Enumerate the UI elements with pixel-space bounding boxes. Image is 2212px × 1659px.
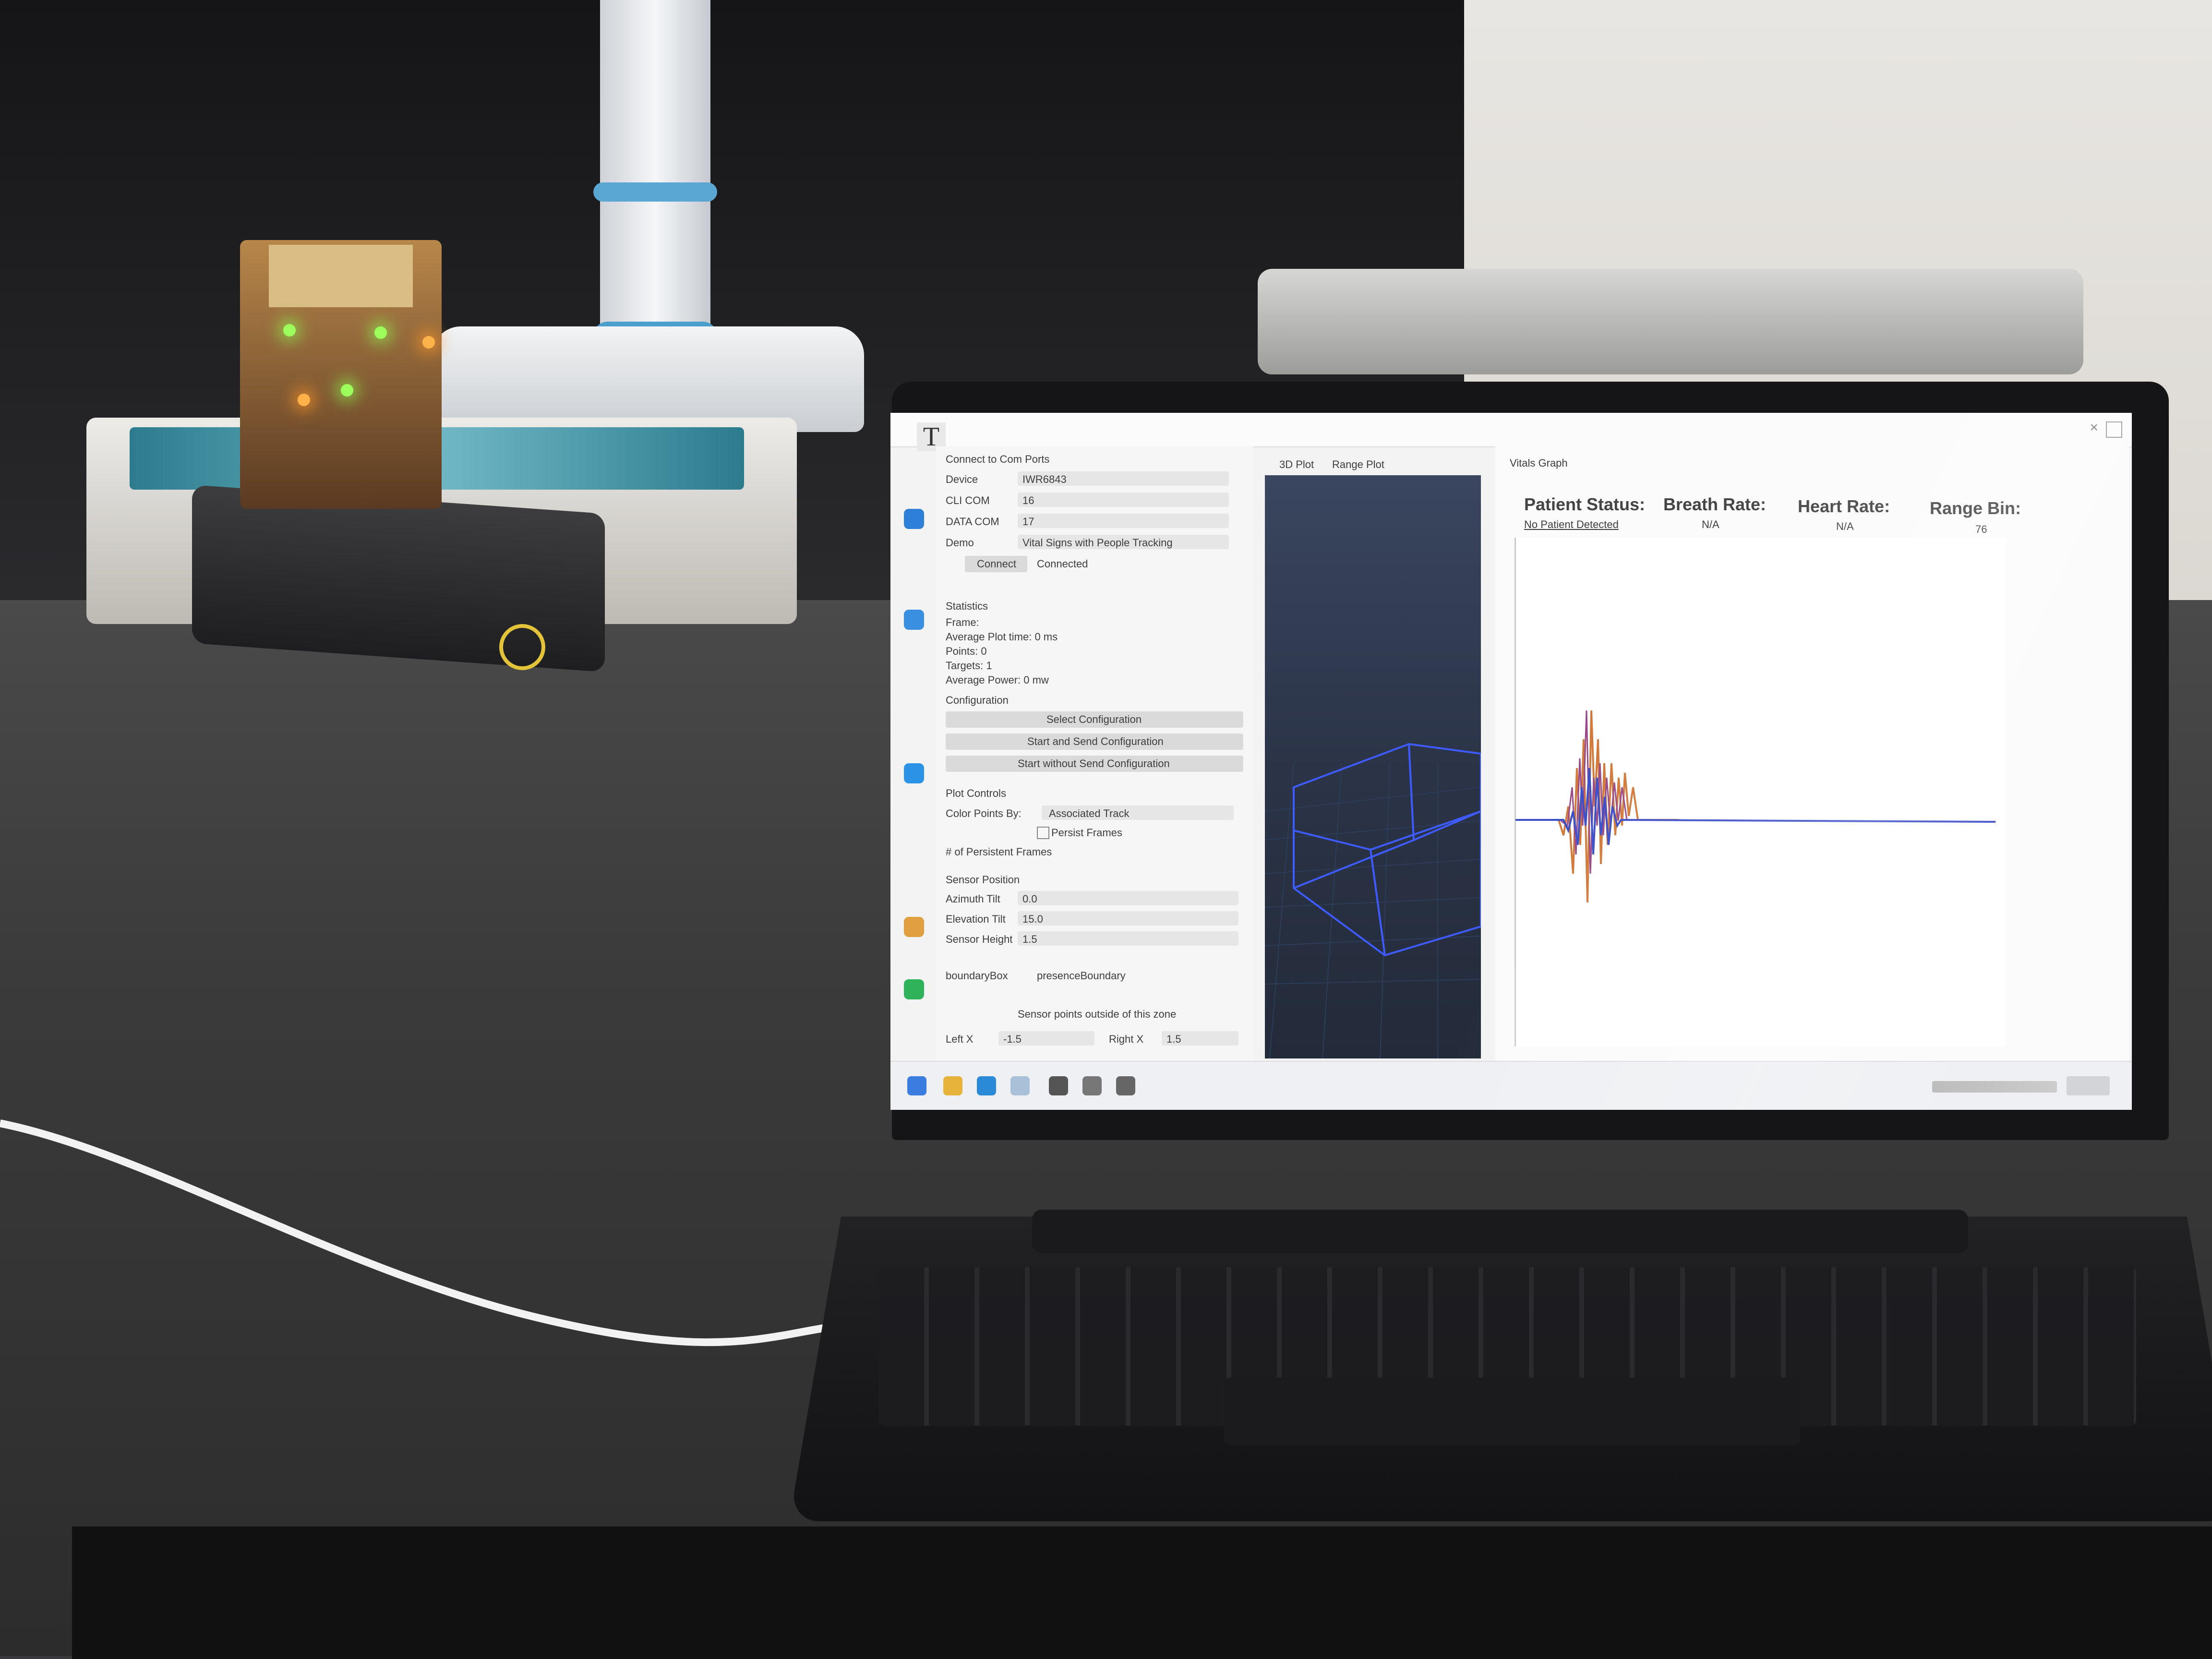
close-icon[interactable]: × — [2090, 420, 2098, 436]
range-bin-label: Range Bin: — [1930, 498, 2021, 518]
section-title: Connect to Com Ports — [946, 453, 1049, 466]
connect-status: Connected — [1037, 558, 1088, 570]
field-value: Vital Signs with People Tracking — [1022, 537, 1173, 549]
right-x-label: Right X — [1109, 1033, 1143, 1046]
led-orange-icon — [298, 394, 310, 406]
data-com-field[interactable] — [1018, 514, 1229, 528]
plot-control-value: Associated Track — [1049, 807, 1130, 820]
desktop-sidebar — [900, 451, 929, 1075]
section-title: Statistics — [946, 600, 988, 613]
field-value: 17 — [1022, 516, 1034, 528]
led-green-icon — [374, 326, 387, 339]
settings-panel: Connect to Com Ports Device IWR6843 CLI … — [936, 446, 1253, 1070]
laptop-hinge — [1032, 1210, 1968, 1253]
left-x-label: Left X — [946, 1033, 973, 1046]
lamp-base — [432, 326, 864, 432]
range-bin-value: 76 — [1975, 523, 1987, 536]
tab-vitals-graph[interactable]: Vitals Graph — [1510, 457, 1568, 469]
sensor-label: Sensor Height — [946, 933, 1012, 946]
usb-cable — [0, 1094, 864, 1382]
sensor-value: 15.0 — [1022, 913, 1043, 926]
plot-control-value: Persist Frames — [1051, 827, 1122, 839]
edge-icon[interactable] — [904, 509, 924, 529]
section-title: Sensor Position — [946, 874, 1020, 886]
app-icon-taskbar[interactable] — [1116, 1076, 1135, 1095]
3d-grid-graphic — [1265, 475, 1481, 1058]
patient-status-value: No Patient Detected — [1524, 518, 1619, 531]
waveform-orange — [1515, 710, 1679, 902]
plot-control-label: # of Persistent Frames — [946, 846, 1052, 858]
start-icon[interactable] — [907, 1076, 926, 1095]
patient-status-label: Patient Status: — [1524, 494, 1645, 515]
desk-edge — [72, 1527, 2212, 1659]
stat-targets: Targets: 1 — [946, 660, 992, 672]
tab-range-plot[interactable]: Range Plot — [1332, 458, 1384, 471]
case-logo-icon — [499, 624, 545, 670]
clock-icon[interactable] — [2067, 1076, 2110, 1095]
sensor-value: 1.5 — [1022, 933, 1037, 946]
laptop-screen: T × Connect to Com Ports Device IWR6843 … — [890, 413, 2132, 1110]
grey-device-background — [1258, 269, 2083, 374]
led-orange-icon — [422, 336, 435, 349]
system-tray-icons[interactable] — [1932, 1081, 2057, 1093]
heart-rate-label: Heart Rate: — [1798, 496, 1890, 517]
stat-plot-time: Average Plot time: 0 ms — [946, 631, 1058, 643]
app-shortcut-icon[interactable] — [904, 979, 924, 999]
section-title: Plot Controls — [946, 787, 1006, 800]
boundary-description: Sensor points outside of this zone — [1018, 1008, 1176, 1021]
boundary-label: boundaryBox — [946, 970, 1008, 982]
app-icon-taskbar[interactable] — [1082, 1076, 1102, 1095]
field-label: CLI COM — [946, 494, 990, 507]
button-label: Start and Send Configuration — [1027, 735, 1164, 748]
stat-power: Average Power: 0 mw — [946, 674, 1049, 686]
maximize-icon[interactable] — [2106, 421, 2122, 438]
app-shortcut-icon[interactable] — [904, 610, 924, 630]
persist-frames-checkbox[interactable] — [1037, 827, 1049, 839]
lamp-pole — [600, 0, 710, 355]
section-title: Configuration — [946, 694, 1009, 707]
cli-com-field[interactable] — [1018, 493, 1229, 507]
field-value: 16 — [1022, 494, 1034, 507]
breath-rate-value: N/A — [1702, 518, 1719, 531]
tab-3d-plot[interactable]: 3D Plot — [1279, 458, 1314, 471]
led-green-icon — [341, 384, 353, 397]
sensor-value: 0.0 — [1022, 893, 1037, 905]
azimuth-tilt-input[interactable] — [1018, 891, 1238, 905]
connect-button-label: Connect — [977, 558, 1016, 570]
vitals-waveform-plot — [1515, 538, 2005, 1046]
file-explorer-icon[interactable] — [943, 1076, 962, 1095]
stat-points: Points: 0 — [946, 645, 987, 658]
field-label: Device — [946, 473, 978, 486]
app-icon-taskbar[interactable] — [1010, 1076, 1030, 1095]
waveform-graphic — [1515, 538, 2005, 1046]
windows-taskbar — [890, 1061, 2132, 1110]
stat-frame: Frame: — [946, 616, 979, 629]
sensor-label: Azimuth Tilt — [946, 893, 1000, 905]
right-x-value: 1.5 — [1166, 1033, 1181, 1046]
field-label: Demo — [946, 537, 974, 549]
sensor-label: Elevation Tilt — [946, 913, 1006, 926]
left-x-value: -1.5 — [1003, 1033, 1022, 1046]
3d-point-cloud-view[interactable] — [1265, 475, 1481, 1058]
elevation-tilt-input[interactable] — [1018, 911, 1238, 926]
led-green-icon — [283, 324, 296, 337]
app-shortcut-icon[interactable] — [904, 917, 924, 937]
window-titlebar — [890, 413, 2132, 447]
field-label: DATA COM — [946, 516, 999, 528]
sensor-height-input[interactable] — [1018, 931, 1238, 946]
button-label: Start without Send Configuration — [1018, 757, 1170, 770]
field-value: IWR6843 — [1022, 473, 1067, 486]
boundary-value: presenceBoundary — [1037, 970, 1126, 982]
browser-icon[interactable] — [977, 1076, 996, 1095]
heart-rate-value: N/A — [1836, 520, 1854, 533]
button-label: Select Configuration — [1046, 713, 1142, 726]
plot-control-label: Color Points By: — [946, 807, 1022, 820]
lamp-ring — [593, 182, 717, 202]
laptop-touchpad — [1224, 1378, 1800, 1445]
radar-chip — [269, 245, 413, 307]
app-shortcut-icon[interactable] — [904, 763, 924, 783]
app-icon-taskbar[interactable] — [1049, 1076, 1068, 1095]
breath-rate-label: Breath Rate: — [1663, 494, 1766, 515]
